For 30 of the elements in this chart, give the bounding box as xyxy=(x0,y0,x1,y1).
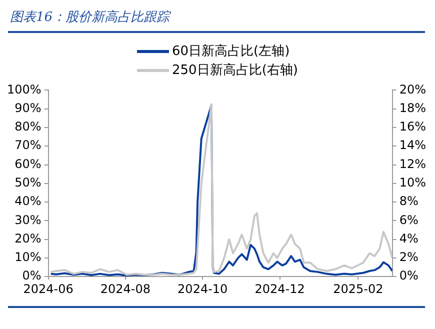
y2-tick-label: 4% xyxy=(399,231,418,246)
y2-tick-label: 12% xyxy=(399,156,426,171)
y2-tick-label: 6% xyxy=(399,212,418,227)
y2-tick-label: 16% xyxy=(399,120,426,134)
y-tick-label: 90% xyxy=(14,100,42,115)
y-tick-label: 70% xyxy=(14,138,42,152)
y-tick-label: 0% xyxy=(22,268,42,283)
x-tick-label: 2024-10 xyxy=(178,282,228,296)
y-tick-label: 30% xyxy=(14,212,42,227)
y2-tick-label: 0% xyxy=(399,268,418,283)
y-tick-label: 20% xyxy=(14,231,42,246)
y2-tick-label: 10% xyxy=(399,176,426,190)
y-tick-label: 40% xyxy=(14,194,42,208)
x-tick-label: 2025-02 xyxy=(333,282,384,296)
y2-tick-label: 14% xyxy=(399,138,426,152)
chart-title: 图表16：股价新高占比跟踪 xyxy=(10,9,170,26)
y2-tick-label: 2% xyxy=(399,250,418,264)
x-tick-label: 2024-12 xyxy=(254,282,305,296)
y-tick-label: 50% xyxy=(14,176,42,190)
x-tick-label: 2024-06 xyxy=(23,282,74,296)
y-tick-label: 60% xyxy=(14,156,42,171)
y-tick-label: 10% xyxy=(14,250,42,264)
y-tick-label: 100% xyxy=(6,82,42,96)
y2-tick-label: 18% xyxy=(399,100,426,115)
y-tick-label: 80% xyxy=(14,120,42,134)
y2-tick-label: 8% xyxy=(399,194,418,208)
legend-label: 60日新高占比(左轴) xyxy=(172,43,290,61)
y2-tick-label: 20% xyxy=(399,82,426,96)
legend-label: 250日新高占比(右轴) xyxy=(172,62,298,80)
x-tick-label: 2024-08 xyxy=(100,282,151,296)
